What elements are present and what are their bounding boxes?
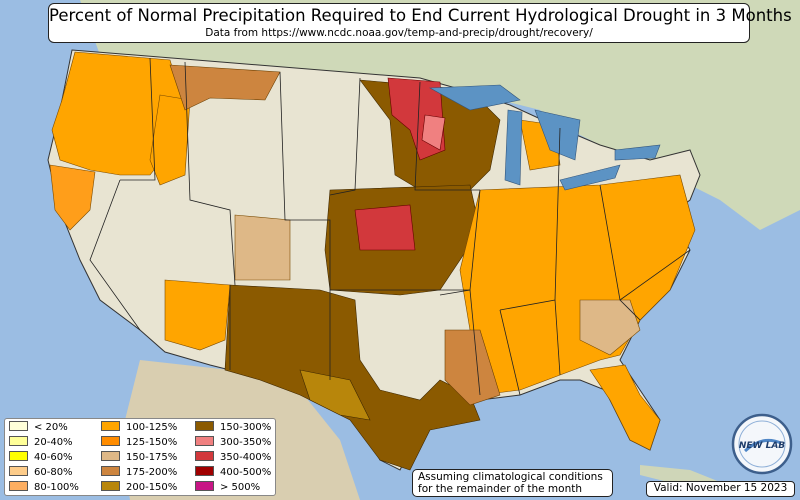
legend-item: 100-125%: [101, 421, 178, 434]
lake-erie: [559, 164, 621, 191]
legend-swatch: [9, 421, 28, 431]
legend-label: 350-400%: [220, 452, 272, 463]
drought-region-arizona: [164, 279, 231, 351]
legend-swatch: [195, 466, 214, 476]
legend-swatch: [101, 481, 120, 491]
valid-date-badge: Valid: November 15 2023: [646, 481, 795, 497]
legend-swatch: [195, 421, 214, 431]
legend-label: 300-350%: [220, 437, 272, 448]
legend-item: < 20%: [9, 421, 68, 434]
legend-swatch: [101, 466, 120, 476]
legend-label: 125-150%: [126, 437, 178, 448]
legend-item: 300-350%: [195, 436, 272, 449]
legend-label: < 20%: [34, 422, 68, 433]
canada-land: [80, 0, 800, 230]
legend-label: 150-300%: [220, 422, 272, 433]
legend-label: 200-150%: [126, 482, 178, 493]
lake-ontario: [614, 144, 661, 161]
legend-label: 80-100%: [34, 482, 79, 493]
legend-item: 80-100%: [9, 481, 79, 494]
drought-region-montana: [169, 64, 281, 111]
legend-swatch: [101, 436, 120, 446]
legend-item: 150-175%: [101, 451, 178, 464]
legend-swatch: [101, 421, 120, 431]
legend-label: 150-175%: [126, 452, 178, 463]
state-borders: [89, 57, 691, 396]
drought-region-texas-brown: [299, 369, 371, 421]
drought-region-southwest: [224, 284, 481, 471]
legend-swatch: [9, 481, 28, 491]
logo-text: NEW LAB: [739, 441, 785, 451]
legend-swatch: [195, 451, 214, 461]
drought-region-nebraska-red: [354, 204, 416, 251]
legend-swatch: [9, 436, 28, 446]
legend-swatch: [195, 436, 214, 446]
legend-label: 400-500%: [220, 467, 272, 478]
assumption-note-line1: Assuming climatological conditions: [418, 471, 603, 483]
lake-superior: [428, 84, 521, 111]
drought-region-florida: [589, 364, 661, 451]
assumption-note-line2: for the remainder of the month: [418, 483, 583, 495]
legend-item: 60-80%: [9, 466, 73, 479]
drought-region-utah-tan: [234, 214, 291, 281]
drought-region-minnesota-light: [421, 114, 446, 151]
legend-item: > 500%: [195, 481, 261, 494]
title-box: Percent of Normal Precipitation Required…: [48, 3, 792, 43]
page-subtitle: Data from https://www.ncdc.noaa.gov/temp…: [205, 27, 593, 39]
legend-item: 350-400%: [195, 451, 272, 464]
lake-michigan: [504, 109, 523, 186]
legend-label: 100-125%: [126, 422, 178, 433]
legend-swatch: [195, 481, 214, 491]
legend-item: 40-60%: [9, 451, 73, 464]
legend-label: > 500%: [220, 482, 261, 493]
drought-region-east-tan: [579, 299, 641, 356]
legend-item: 20-40%: [9, 436, 73, 449]
legend-label: 20-40%: [34, 437, 73, 448]
drought-region-california: [49, 164, 96, 231]
assumption-note: Assuming climatological conditions for t…: [412, 469, 613, 497]
legend-label: 175-200%: [126, 467, 178, 478]
legend-swatch: [9, 466, 28, 476]
legend-swatch: [9, 451, 28, 461]
globe-icon: NEW LAB: [731, 413, 793, 475]
legend-label: 60-80%: [34, 467, 73, 478]
legend-item: 200-150%: [101, 481, 178, 494]
legend-item: 150-300%: [195, 421, 272, 434]
page-title: Percent of Normal Precipitation Required…: [49, 6, 792, 25]
map-legend: < 20% 20-40% 40-60% 60-80% 80-100% 100-125% 12…: [4, 418, 276, 496]
legend-swatch: [101, 451, 120, 461]
lake-huron: [534, 109, 581, 161]
legend-label: 40-60%: [34, 452, 73, 463]
legend-item: 400-500%: [195, 466, 272, 479]
legend-item: 175-200%: [101, 466, 178, 479]
legend-item: 125-150%: [101, 436, 178, 449]
